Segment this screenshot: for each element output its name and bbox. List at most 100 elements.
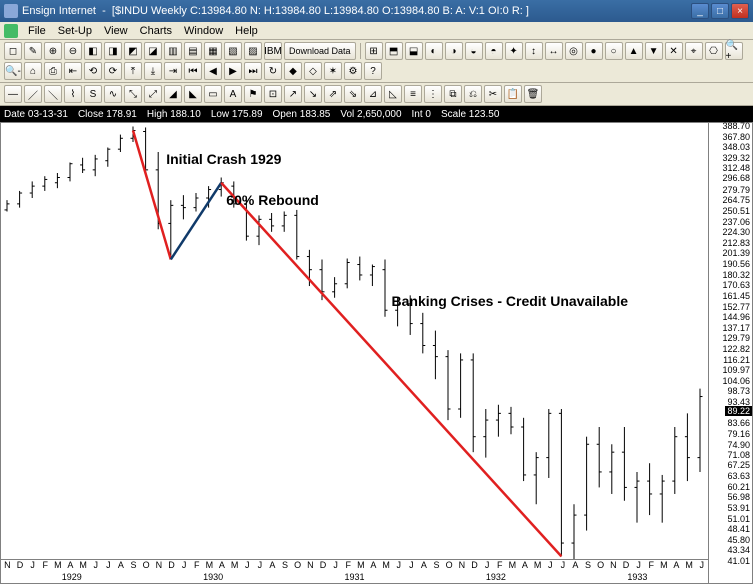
drawtool-btn-21[interactable]: ⋮ [424,85,442,103]
toolbar2-btn-18[interactable]: 🔍+ [725,42,743,60]
toolbar-btn-3[interactable]: ⊖ [64,42,82,60]
toolbar2-btn-9[interactable]: ↔ [545,42,563,60]
toolbar-btn-9[interactable]: ▤ [184,42,202,60]
drawtool-btn-7[interactable]: ⤢ [144,85,162,103]
toolbar-btn-4[interactable]: ◧ [84,42,102,60]
toolbar2-btn-11[interactable]: ● [585,42,603,60]
toolbar2-btn-4[interactable]: ◑ [445,42,463,60]
toolbar2-btn-19[interactable]: 🔍- [4,62,22,80]
toolbar2-btn-0[interactable]: ⊞ [365,42,383,60]
toolbar2-btn-27[interactable]: ⇥ [164,62,182,80]
toolbar2-btn-35[interactable]: ✶ [324,62,342,80]
toolbar2-btn-34[interactable]: ◇ [304,62,322,80]
drawtool-btn-3[interactable]: ⌇ [64,85,82,103]
drawtool-btn-22[interactable]: ⧉ [444,85,462,103]
drawtool-btn-8[interactable]: ◢ [164,85,182,103]
toolbar2-btn-20[interactable]: ⌂ [24,62,42,80]
toolbar2-btn-2[interactable]: ⬓ [405,42,423,60]
toolbar2-btn-36[interactable]: ⚙ [344,62,362,80]
toolbar2-btn-14[interactable]: ▼ [645,42,663,60]
drawtool-btn-12[interactable]: ⚑ [244,85,262,103]
x-month: M [531,560,544,572]
drawtool-btn-1[interactable]: ／ [24,85,42,103]
toolbar2-btn-26[interactable]: ⤓ [144,62,162,80]
drawtool-btn-14[interactable]: ↗ [284,85,302,103]
drawtool-btn-17[interactable]: ⇘ [344,85,362,103]
toolbar2-btn-12[interactable]: ○ [605,42,623,60]
download-data-button[interactable]: Download Data [284,42,356,60]
toolbar2-btn-31[interactable]: ⏭ [244,62,262,80]
menu-help[interactable]: Help [229,25,264,37]
minimize-button[interactable]: _ [691,3,709,19]
drawtool-btn-15[interactable]: ↘ [304,85,322,103]
menu-window[interactable]: Window [178,25,229,37]
menu-file[interactable]: File [22,25,52,37]
drawtool-btn-23[interactable]: ⎌ [464,85,482,103]
drawtool-btn-20[interactable]: ≡ [404,85,422,103]
drawtool-btn-11[interactable]: A [224,85,242,103]
toolbar2-btn-23[interactable]: ⟲ [84,62,102,80]
menu-view[interactable]: View [98,25,134,37]
toolbar2-btn-30[interactable]: ▶ [224,62,242,80]
drawtool-btn-4[interactable]: S [84,85,102,103]
x-month: F [493,560,506,572]
toolbar2-btn-21[interactable]: ⎙ [44,62,62,80]
drawtool-btn-18[interactable]: ⊿ [364,85,382,103]
y-tick: 79.16 [727,429,750,439]
toolbar2-btn-16[interactable]: ⌖ [685,42,703,60]
toolbar2-btn-8[interactable]: ↕ [525,42,543,60]
toolbar-btn-11[interactable]: ▧ [224,42,242,60]
close-button[interactable]: × [731,3,749,19]
drawtool-btn-6[interactable]: ⤡ [124,85,142,103]
drawtool-btn-16[interactable]: ⇗ [324,85,342,103]
drawtool-btn-5[interactable]: ∿ [104,85,122,103]
toolbar-btn-1[interactable]: ✎ [24,42,42,60]
drawtool-btn-26[interactable]: 🗑 [524,85,542,103]
toolbar-btn-5[interactable]: ◨ [104,42,122,60]
drawtool-btn-24[interactable]: ✂ [484,85,502,103]
toolbar-btn-0[interactable]: ◻ [4,42,22,60]
toolbar2-btn-28[interactable]: ⏮ [184,62,202,80]
toolbar2-btn-37[interactable]: ? [364,62,382,80]
app-small-icon [4,24,18,38]
menu-setup[interactable]: Set-Up [52,25,98,37]
toolbar2-btn-5[interactable]: ◒ [465,42,483,60]
drawtool-btn-2[interactable]: ＼ [44,85,62,103]
toolbar2-btn-17[interactable]: ⎔ [705,42,723,60]
toolbar2-btn-24[interactable]: ⟳ [104,62,122,80]
x-month: J [695,560,708,572]
y-tick: 109.97 [722,365,750,375]
toolbar-btn-13[interactable]: IBM [264,42,282,60]
toolbar-btn-7[interactable]: ◪ [144,42,162,60]
toolbar2-btn-25[interactable]: ⤒ [124,62,142,80]
toolbar-btn-6[interactable]: ◩ [124,42,142,60]
menu-charts[interactable]: Charts [134,25,178,37]
toolbar2-btn-10[interactable]: ◎ [565,42,583,60]
drawtool-btn-0[interactable]: — [4,85,22,103]
drawtool-btn-25[interactable]: 📋 [504,85,522,103]
toolbar-btn-10[interactable]: ▦ [204,42,222,60]
toolbar-row-2: —／＼⌇S∿⤡⤢◢◣▭A⚑⊡↗↘⇗⇘⊿◺≡⋮⧉⎌✂📋🗑 [0,83,753,106]
x-month: A [216,560,229,572]
toolbar2-btn-22[interactable]: ⇤ [64,62,82,80]
toolbar2-btn-3[interactable]: ◐ [425,42,443,60]
toolbar2-btn-15[interactable]: ✕ [665,42,683,60]
drawtool-btn-19[interactable]: ◺ [384,85,402,103]
drawtool-btn-10[interactable]: ▭ [204,85,222,103]
toolbar-btn-12[interactable]: ▨ [244,42,262,60]
toolbar2-btn-7[interactable]: ✦ [505,42,523,60]
toolbar-btn-2[interactable]: ⊕ [44,42,62,60]
drawtool-btn-9[interactable]: ◣ [184,85,202,103]
drawtool-btn-13[interactable]: ⊡ [264,85,282,103]
maximize-button[interactable]: □ [711,3,729,19]
toolbar2-btn-1[interactable]: ⬒ [385,42,403,60]
x-month: S [430,560,443,572]
chart-area[interactable]: 388.70367.80348.03329.32312.48296.68279.… [0,122,753,584]
x-month: A [64,560,77,572]
toolbar-btn-8[interactable]: ▥ [164,42,182,60]
toolbar2-btn-29[interactable]: ◀ [204,62,222,80]
toolbar2-btn-33[interactable]: ◆ [284,62,302,80]
toolbar2-btn-32[interactable]: ↻ [264,62,282,80]
toolbar2-btn-6[interactable]: ◓ [485,42,503,60]
toolbar2-btn-13[interactable]: ▲ [625,42,643,60]
